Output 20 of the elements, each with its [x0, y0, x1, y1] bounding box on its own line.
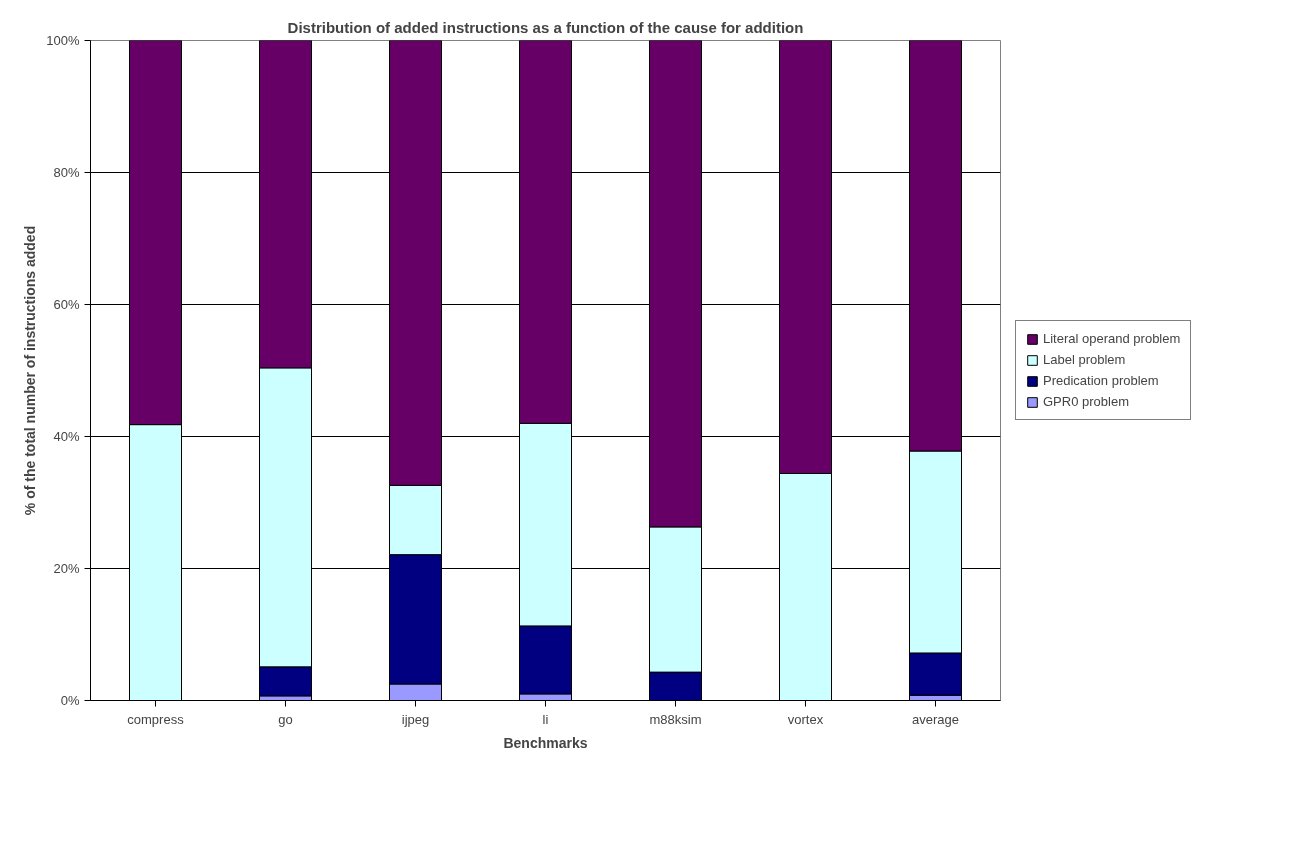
legend-label: GPR0 problem	[1043, 394, 1129, 409]
x-tick-label: li	[542, 711, 549, 727]
y-tick-label: 20%	[53, 561, 80, 576]
legend-label: Label problem	[1043, 352, 1126, 367]
x-tick-label: ijpeg	[401, 711, 430, 727]
legend-label: Literal operand problem	[1043, 331, 1181, 346]
x-tick-label: m88ksim	[649, 711, 702, 727]
y-tick-label: 40%	[53, 429, 80, 444]
x-tick-label: go	[278, 711, 293, 727]
chart-title: Distribution of added instructions as a function of the cause for addition	[287, 18, 804, 36]
y-tick-label: 0%	[60, 693, 80, 708]
y-tick-label: 80%	[53, 165, 80, 180]
x-tick-label: compress	[127, 711, 185, 727]
x-tick-label: vortex	[787, 711, 824, 727]
y-tick-label: 60%	[53, 297, 80, 312]
x-axis-title: Benchmarks	[503, 734, 588, 751]
x-tick-label: average	[912, 711, 959, 727]
legend-label: Predication problem	[1043, 373, 1159, 388]
y-tick-label: 100%	[46, 33, 80, 48]
y-axis-title: % of the total number of instructions added	[22, 225, 39, 516]
